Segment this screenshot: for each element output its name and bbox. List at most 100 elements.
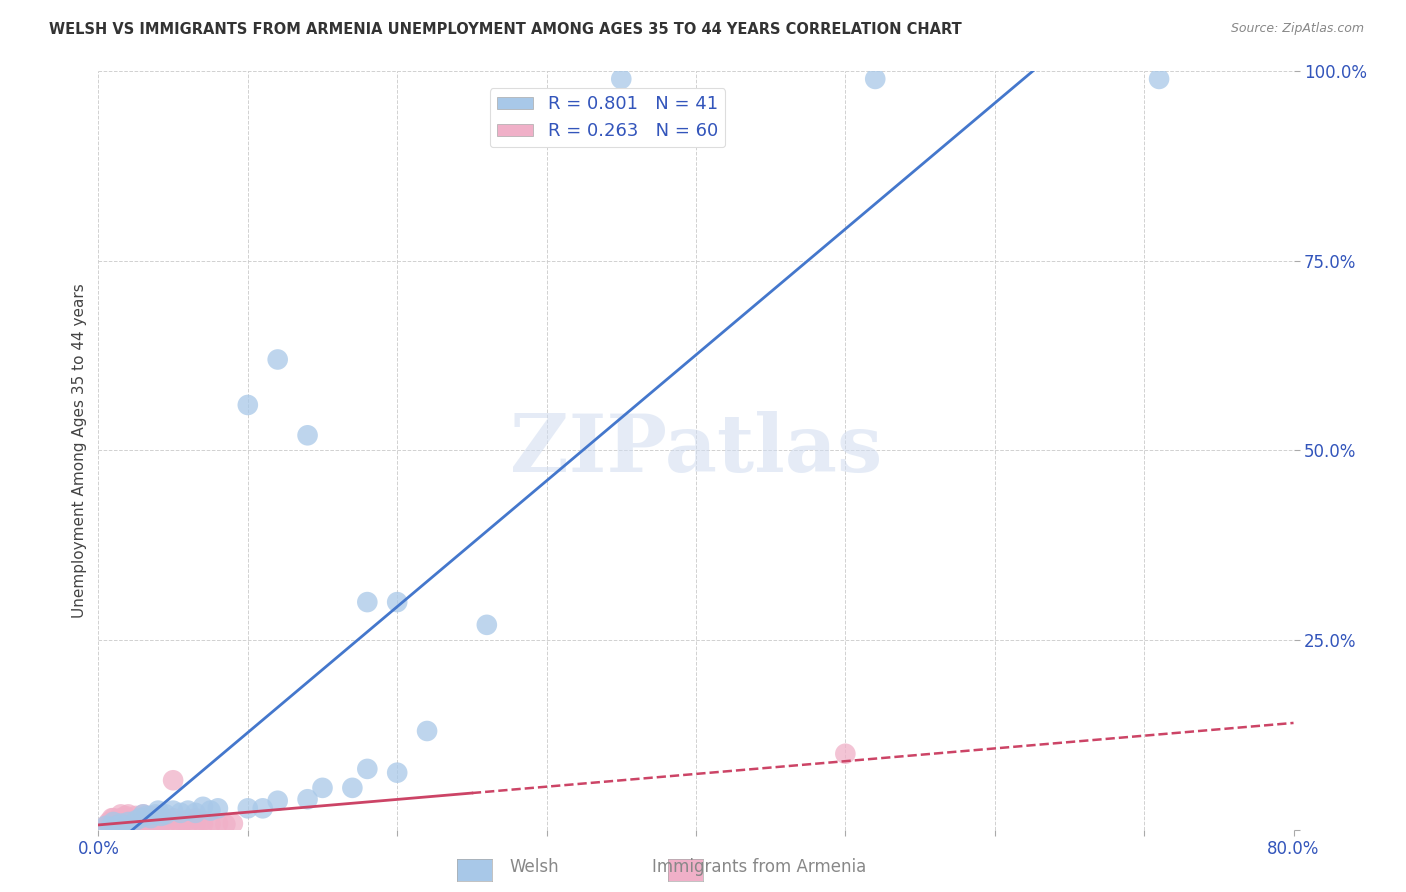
Point [385,765,409,780]
Point [117,819,139,833]
Point [865,72,887,87]
Point [103,815,125,830]
Point [103,811,125,825]
Point [129,811,152,825]
Point [214,817,236,831]
Point [155,817,177,831]
Point [143,811,166,825]
Point [114,814,136,828]
Point [356,762,378,776]
Point [297,428,319,442]
Point [132,811,155,825]
Point [207,801,229,815]
Point [162,804,184,818]
Point [150,816,173,830]
Point [110,816,132,830]
Point [132,815,155,830]
Point [114,819,136,833]
Point [236,801,259,815]
Point [297,792,319,806]
Point [162,811,184,825]
Point [125,818,148,832]
Point [129,816,152,830]
Point [169,805,191,820]
Point [184,805,207,820]
Point [139,811,162,825]
Point [148,804,170,818]
Point [114,809,136,823]
Text: Immigrants from Armenia: Immigrants from Armenia [652,858,866,876]
Point [132,807,155,822]
Point [94,819,117,833]
Point [120,816,142,830]
Point [110,819,132,833]
Text: WELSH VS IMMIGRANTS FROM ARMENIA UNEMPLOYMENT AMONG AGES 35 TO 44 YEARS CORRELAT: WELSH VS IMMIGRANTS FROM ARMENIA UNEMPLO… [49,22,962,37]
Point [385,595,409,609]
Point [132,807,155,822]
Point [143,816,166,830]
Point [117,815,139,830]
Point [148,814,170,828]
Point [117,807,139,822]
Point [150,809,173,823]
Point [105,814,128,828]
Point [200,817,222,831]
Point [132,819,155,833]
Point [177,804,200,818]
Point [98,816,122,830]
Legend: R = 0.801   N = 41, R = 0.263   N = 60: R = 0.801 N = 41, R = 0.263 N = 60 [489,88,725,147]
Point [117,815,139,830]
Point [155,813,177,827]
Point [148,809,170,823]
Point [184,816,207,830]
Point [342,780,364,795]
Point [135,809,157,823]
Point [222,816,245,830]
Point [356,595,378,609]
Point [834,747,856,761]
Point [143,807,166,822]
Point [184,811,207,825]
Point [97,815,120,830]
Point [98,820,122,834]
Point [155,807,177,822]
Point [135,814,157,828]
Point [125,814,148,828]
Point [1147,72,1170,87]
Point [191,800,214,814]
Y-axis label: Unemployment Among Ages 35 to 44 years: Unemployment Among Ages 35 to 44 years [72,283,87,618]
Point [139,809,162,823]
Text: Source: ZipAtlas.com: Source: ZipAtlas.com [1230,22,1364,36]
Point [139,818,162,832]
Point [110,811,132,825]
Point [110,815,132,830]
Point [125,809,148,823]
Point [610,72,633,87]
Text: Welsh: Welsh [509,858,560,876]
Point [114,817,136,831]
Point [267,352,290,367]
Point [139,814,162,828]
Point [94,819,117,833]
Point [101,811,124,825]
Point [117,811,139,825]
Point [207,816,229,830]
Point [169,814,191,828]
Point [416,724,439,739]
Point [267,794,290,808]
Point [105,819,128,833]
Point [311,780,333,795]
Point [135,816,157,830]
Point [177,813,200,827]
Point [252,801,274,815]
Point [125,814,148,828]
Point [162,816,184,830]
Point [129,811,152,825]
Point [120,813,142,827]
Point [191,817,214,831]
Point [105,816,128,830]
Point [169,818,191,832]
Text: ZIPatlas: ZIPatlas [510,411,882,490]
Point [162,773,184,788]
Point [103,819,125,833]
